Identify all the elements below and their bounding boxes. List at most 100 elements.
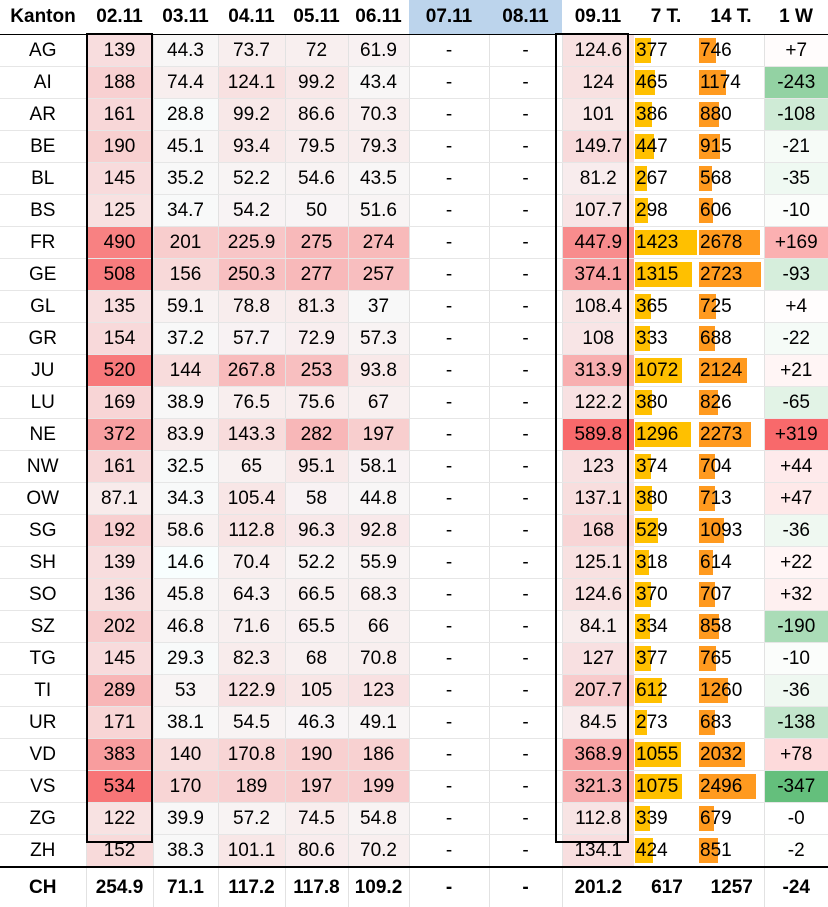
cell-d7: -: [488, 482, 562, 515]
cell-value: 683: [700, 711, 732, 733]
cell-d1: 490: [85, 226, 153, 259]
bar-cell-7t: 377: [634, 34, 698, 67]
cell-value: 1174: [700, 71, 741, 93]
cell-kanton: VD: [0, 738, 86, 771]
cell-value: 374: [636, 455, 668, 477]
cell-d2: 45.1: [152, 130, 218, 163]
cell-d3: 70.4: [217, 546, 285, 579]
col-header-d5: 06.11: [348, 0, 409, 35]
cell-d3: 54.2: [217, 194, 285, 227]
bar-7t: [635, 550, 649, 575]
bar-cell-7t: 465: [634, 66, 698, 99]
cell-d4: 282: [284, 418, 348, 451]
cell-d8: 589.8: [561, 418, 634, 451]
cell-d6: -: [408, 834, 489, 868]
cell-d8: 127: [561, 642, 634, 675]
table-row: BL 145 35.2 52.2 54.6 43.5- -81.2 267 568 -35: [0, 162, 828, 195]
cell-d4: 79.5: [284, 130, 348, 163]
cell-value: 1072: [636, 359, 679, 381]
cell-w1: +4: [763, 290, 828, 323]
cell-d6: -: [408, 130, 489, 163]
cell-d5: 274: [347, 226, 409, 259]
bar-cell-14t: 1174: [698, 66, 764, 99]
cell-d7: -: [488, 130, 562, 163]
bar-cell-7t: 424: [634, 834, 698, 868]
cell-d8: 84.1: [561, 610, 634, 643]
cell-w1: +22: [763, 546, 828, 579]
cell-w1: -0: [763, 802, 828, 835]
cell-kanton: VS: [0, 770, 86, 803]
cell-d5: 79.3: [347, 130, 409, 163]
bar-14t: [699, 166, 712, 191]
bar-cell-7t: 447: [634, 130, 698, 163]
cell-d1: 161: [85, 98, 153, 131]
table-row: SG 192 58.6 112.8 96.3 92.8- -168 529 1093 -36: [0, 514, 828, 547]
cell-d2: 32.5: [152, 450, 218, 483]
cell-d4: 105: [284, 674, 348, 707]
cell-value: 1423: [636, 231, 679, 253]
cell-value: 298: [636, 199, 668, 221]
cell-d5: 197: [347, 418, 409, 451]
cell-d8: 107.7: [561, 194, 634, 227]
bar-14t: [699, 390, 718, 415]
cell-d6: -: [408, 866, 489, 907]
cell-d1: 154: [85, 322, 153, 355]
table-row: SZ 202 46.8 71.6 65.5 66- -84.1 334 858 -190: [0, 610, 828, 643]
bar-cell-14t: 679: [698, 802, 764, 835]
bar-cell-14t: 826: [698, 386, 764, 419]
bar-cell-7t: 1296: [634, 418, 698, 451]
cell-value: 679: [700, 807, 732, 829]
cell-d5: 58.1: [347, 450, 409, 483]
cell-kanton: AI: [0, 66, 86, 99]
bar-7t: [635, 742, 681, 767]
bar-cell-14t: 707: [698, 578, 764, 611]
table-row: FR 490 201 225.9 275 274- -447.9 1423 2678 +169: [0, 226, 828, 259]
cell-d4: 72: [284, 34, 348, 67]
bar-cell-7t: 1423: [634, 226, 698, 259]
cell-d6: -: [408, 642, 489, 675]
cell-d3: 101.1: [217, 834, 285, 868]
cell-value: 725: [700, 295, 732, 317]
cell-d5: 67: [347, 386, 409, 419]
cell-d4: 80.6: [284, 834, 348, 868]
cell-value: 765: [700, 647, 732, 669]
cell-d8: 101: [561, 98, 634, 131]
cell-d2: 45.8: [152, 578, 218, 611]
bar-cell-14t: 2496: [698, 770, 764, 803]
cell-d7: -: [488, 418, 562, 451]
bar-14t: [699, 134, 720, 159]
cell-d5: 257: [347, 258, 409, 291]
cell-d3: 250.3: [217, 258, 285, 291]
cell-d7: -: [488, 866, 562, 907]
cell-d6: -: [408, 482, 489, 515]
table-row: NE 372 83.9 143.3 282 197- -589.8 1296 2273 +319: [0, 418, 828, 451]
cell-d1: 383: [85, 738, 153, 771]
cell-value: 915: [700, 135, 732, 157]
bar-7t: [635, 358, 682, 383]
cell-d7: -: [488, 162, 562, 195]
cell-d1: 161: [85, 450, 153, 483]
table-row: GR 154 37.2 57.7 72.9 57.3- -108 333 688 -22: [0, 322, 828, 355]
table-row: NW 161 32.5 65 95.1 58.1- -123 374 704 +44: [0, 450, 828, 483]
col-header-d3: 04.11: [218, 0, 285, 35]
bar-cell-7t: 374: [634, 450, 698, 483]
cell-d8: 447.9: [561, 226, 634, 259]
bar-7t: [635, 390, 652, 415]
bar-7t: [635, 326, 650, 351]
cell-d7: -: [488, 834, 562, 868]
cell-kanton: JU: [0, 354, 86, 387]
cell-d1: 289: [85, 674, 153, 707]
cell-value: 612: [636, 679, 668, 701]
cell-d2: 38.3: [152, 834, 218, 868]
cell-d5: 43.4: [347, 66, 409, 99]
cell-d5: 186: [347, 738, 409, 771]
cell-w1: -108: [763, 98, 828, 131]
cell-d8: 168: [561, 514, 634, 547]
bar-cell-7t: 1075: [634, 770, 698, 803]
cell-d1: 202: [85, 610, 153, 643]
table-row: VS 534 170 189 197 199- -321.3 1075 2496 -347: [0, 770, 828, 803]
cell-d8: 124.6: [561, 34, 634, 67]
bar-7t: [635, 582, 652, 607]
cell-d7: -: [488, 706, 562, 739]
bar-cell-7t: 318: [634, 546, 698, 579]
